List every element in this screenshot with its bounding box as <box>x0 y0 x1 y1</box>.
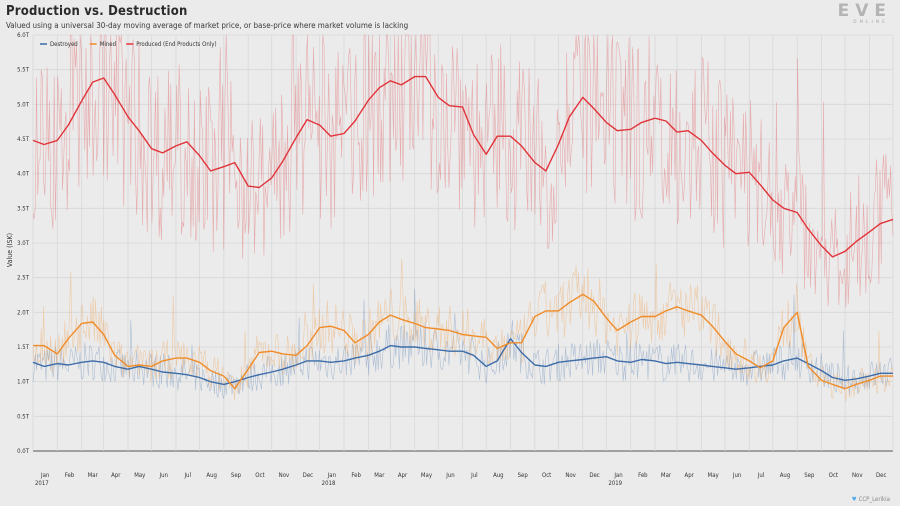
x-tick-label: Mar <box>374 472 385 479</box>
x-tick-label: Feb <box>638 472 648 479</box>
author-credit: ♥ CCP_Lerikia <box>852 496 890 503</box>
y-tick-label: 3.0T <box>17 240 30 247</box>
x-tick-label: Sep <box>231 472 242 479</box>
eve-online-logo: EVE ONLINE <box>828 2 892 28</box>
produced-series-line <box>32 75 894 258</box>
x-tick-label: Jul <box>470 472 478 479</box>
raw-series-layer <box>32 34 894 402</box>
y-tick-label: 5.5T <box>17 67 30 74</box>
y-tick-label: 2.5T <box>17 275 30 282</box>
y-tick-label: 0.0T <box>17 448 30 455</box>
x-tick-label: May <box>134 472 146 479</box>
x-tick-label: Nov <box>279 472 290 479</box>
y-tick-label: 5.0T <box>17 101 30 108</box>
x-tick-label: Jul <box>183 472 191 479</box>
x-tick-label: Apr <box>111 472 121 479</box>
x-tick-label: Dec <box>589 472 599 479</box>
x-tick-label: Apr <box>685 472 695 479</box>
y-tick-label: 2.0T <box>17 309 30 316</box>
x-tick-label: Jan <box>40 472 49 479</box>
destroyed-series-line <box>32 338 893 386</box>
x-tick-label: Apr <box>398 472 408 479</box>
x-tick-label: Sep <box>804 472 815 479</box>
destroyed-daily-line <box>32 288 894 399</box>
x-tick-label: Dec <box>876 472 886 479</box>
x-tick-label: Mar <box>88 472 99 479</box>
legend-label-produced: Produced (End Products Only) <box>136 41 216 48</box>
y-tick-label: 1.5T <box>17 344 30 351</box>
x-tick-label: Nov <box>565 472 576 479</box>
x-tick-label: Aug <box>206 472 217 479</box>
grid-lines <box>32 34 894 452</box>
x-tick-label: May <box>708 472 720 479</box>
x-tick-label: Feb <box>65 472 75 479</box>
x-tick-label: Oct <box>829 472 838 479</box>
logo-subtext: ONLINE <box>853 20 888 25</box>
x-tick-label: Sep <box>518 472 529 479</box>
series-layer <box>32 75 894 390</box>
x-year-label: 2018 <box>322 480 336 487</box>
x-tick-label: May <box>421 472 433 479</box>
x-tick-label: Oct <box>542 472 551 479</box>
y-axis: 0.0T 0.5T 1.0T 1.5T 2.0T 2.5T 3.0T 3.5T 4.0T 4.5T… <box>17 32 30 455</box>
y-axis-label: Value (ISK) <box>6 233 14 267</box>
y-tick-label: 0.5T <box>17 413 30 420</box>
x-tick-label: Mar <box>661 472 672 479</box>
credit-handle: CCP_Lerikia <box>858 496 890 503</box>
produced-daily-line <box>32 34 894 307</box>
x-year-label: 2017 <box>35 480 49 487</box>
y-tick-label: 6.0T <box>17 32 30 39</box>
x-tick-label: Dec <box>303 472 313 479</box>
mined-series-line <box>33 293 893 390</box>
chart-title: Production vs. Destruction <box>6 4 188 19</box>
x-tick-label: Feb <box>351 472 361 479</box>
mined-daily-line <box>32 258 894 402</box>
y-tick-label: 4.5T <box>17 136 30 143</box>
y-tick-label: 3.5T <box>17 205 30 212</box>
x-tick-label: Jun <box>159 472 168 479</box>
y-tick-label: 1.0T <box>17 379 30 386</box>
x-tick-label: Aug <box>780 472 791 479</box>
x-tick-label: Jan <box>613 472 622 479</box>
twitter-bird-icon: ♥ <box>851 496 857 503</box>
y-tick-label: 4.0T <box>17 171 30 178</box>
x-year-label: 2019 <box>608 480 622 487</box>
x-tick-label: Jul <box>757 472 765 479</box>
legend-label-destroyed: Destroyed <box>50 41 78 48</box>
legend: Destroyed Mined Produced (End Products Onl… <box>40 41 217 48</box>
x-tick-label: Jun <box>445 472 454 479</box>
x-tick-label: Jan <box>327 472 336 479</box>
legend-label-mined: Mined <box>100 41 116 48</box>
x-tick-label: Oct <box>255 472 264 479</box>
x-tick-label: Jun <box>732 472 741 479</box>
x-tick-label: Nov <box>852 472 863 479</box>
x-tick-label: Aug <box>493 472 504 479</box>
logo-wordmark: EVE <box>837 1 892 21</box>
chart-subtitle: Valued using a universal 30-day moving a… <box>6 21 409 30</box>
